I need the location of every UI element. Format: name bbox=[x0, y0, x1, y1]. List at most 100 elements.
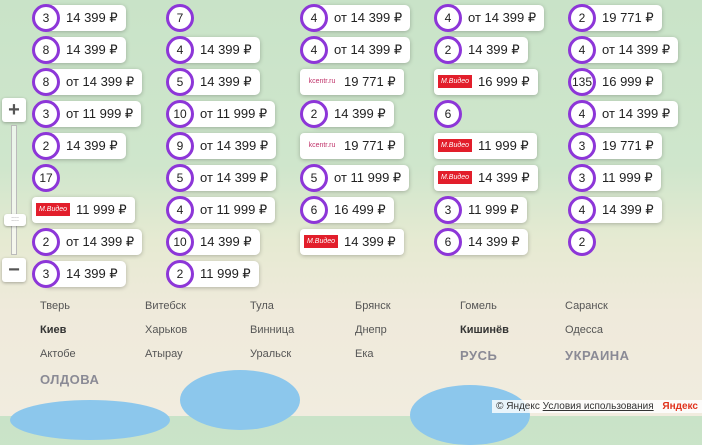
cluster-price[interactable]: от 14 399 ₽ bbox=[580, 101, 679, 127]
caspian-sea bbox=[410, 385, 530, 445]
copyright-text: © Яндекс bbox=[496, 401, 540, 412]
store-price: 14 399 ₽ bbox=[344, 234, 396, 249]
cluster-count[interactable]: 2 bbox=[434, 36, 462, 64]
yandex-logo[interactable]: Яндекс bbox=[662, 401, 698, 412]
cluster-count[interactable]: 4 bbox=[568, 100, 596, 128]
cluster-count[interactable]: 3 bbox=[32, 260, 60, 288]
black-sea bbox=[10, 400, 170, 440]
city-label: Уральск bbox=[250, 348, 292, 360]
store-price-marker[interactable]: М.Видео 11 999 ₽ bbox=[434, 133, 537, 159]
city-label: Кишинёв bbox=[460, 324, 509, 336]
mvideo-logo: М.Видео bbox=[438, 75, 472, 88]
country-label: РУСЬ bbox=[460, 348, 498, 363]
city-label: Саранск bbox=[565, 300, 608, 312]
cluster-count[interactable]: 6 bbox=[434, 100, 462, 128]
cluster-price[interactable]: от 14 399 ₽ bbox=[178, 165, 277, 191]
cluster-count[interactable]: 3 bbox=[568, 164, 596, 192]
cluster-count[interactable]: 3 bbox=[32, 4, 60, 32]
cluster-count[interactable]: 2 bbox=[166, 260, 194, 288]
cluster-price[interactable]: от 14 399 ₽ bbox=[312, 5, 411, 31]
city-label: Ека bbox=[355, 348, 374, 360]
cluster-count[interactable]: 6 bbox=[434, 228, 462, 256]
cluster-price[interactable]: от 11 999 ₽ bbox=[44, 101, 142, 127]
cluster-count[interactable]: 10 bbox=[166, 228, 194, 256]
store-price-marker[interactable]: М.Видео 14 399 ₽ bbox=[300, 229, 404, 255]
cluster-count[interactable]: 9 bbox=[166, 132, 194, 160]
cluster-count[interactable]: 4 bbox=[568, 196, 596, 224]
mvideo-logo: М.Видео bbox=[36, 203, 70, 216]
cluster-price[interactable]: от 14 399 ₽ bbox=[446, 5, 545, 31]
cluster-count[interactable]: 4 bbox=[568, 36, 596, 64]
city-label: Киев bbox=[40, 324, 67, 336]
cluster-count[interactable]: 6 bbox=[300, 196, 328, 224]
map-copyright: © Яндекс Условия использования Яндекс bbox=[492, 400, 702, 413]
cluster-price[interactable]: от 14 399 ₽ bbox=[44, 69, 143, 95]
city-label: Тверь bbox=[40, 300, 70, 312]
city-label: Харьков bbox=[145, 324, 188, 336]
cluster-count[interactable]: 4 bbox=[300, 36, 328, 64]
cluster-count[interactable]: 4 bbox=[434, 4, 462, 32]
store-price: 19 771 ₽ bbox=[344, 138, 396, 153]
zoom-slider-handle[interactable]: :::: bbox=[4, 214, 26, 226]
cluster-count[interactable]: 3 bbox=[434, 196, 462, 224]
city-label: Гомель bbox=[460, 300, 497, 312]
cluster-count[interactable]: 2 bbox=[568, 4, 596, 32]
city-label: Актобе bbox=[40, 348, 76, 360]
city-label: Атырау bbox=[145, 348, 183, 360]
kcentr-logo: kcentr.ru bbox=[308, 78, 336, 85]
cluster-count[interactable]: 3 bbox=[568, 132, 596, 160]
store-price: 16 999 ₽ bbox=[478, 74, 530, 89]
cluster-count[interactable]: 7 bbox=[166, 4, 194, 32]
cluster-count[interactable]: 10 bbox=[166, 100, 194, 128]
city-label: Винница bbox=[250, 324, 295, 336]
cluster-count[interactable]: 17 bbox=[32, 164, 60, 192]
store-price: 11 999 ₽ bbox=[478, 138, 529, 153]
cluster-count[interactable]: 3 bbox=[32, 100, 60, 128]
cluster-count[interactable]: 135 bbox=[568, 68, 596, 96]
mvideo-logo: М.Видео bbox=[438, 171, 472, 184]
cluster-count[interactable]: 8 bbox=[32, 68, 60, 96]
cluster-price[interactable]: от 11 999 ₽ bbox=[312, 165, 410, 191]
store-price-marker[interactable]: kcentr.ru 19 771 ₽ bbox=[300, 133, 404, 159]
store-price-marker[interactable]: М.Видео 16 999 ₽ bbox=[434, 69, 538, 95]
store-price-marker[interactable]: М.Видео 14 399 ₽ bbox=[434, 165, 538, 191]
cluster-count[interactable]: 5 bbox=[300, 164, 328, 192]
cluster-count[interactable]: 2 bbox=[32, 132, 60, 160]
city-label: Одесса bbox=[565, 324, 603, 336]
cluster-count[interactable]: 5 bbox=[166, 164, 194, 192]
country-label: УКРАИНА bbox=[565, 348, 630, 363]
store-price: 11 999 ₽ bbox=[76, 202, 127, 217]
cluster-price[interactable]: от 14 399 ₽ bbox=[44, 229, 143, 255]
zoom-in-button[interactable]: + bbox=[2, 98, 26, 122]
cluster-price[interactable]: от 14 399 ₽ bbox=[312, 37, 411, 63]
cluster-count[interactable]: 5 bbox=[166, 68, 194, 96]
city-label: Брянск bbox=[355, 300, 391, 312]
store-price: 14 399 ₽ bbox=[478, 170, 530, 185]
cluster-count[interactable]: 2 bbox=[568, 228, 596, 256]
kcentr-logo: kcentr.ru bbox=[308, 142, 336, 149]
city-label: Тула bbox=[250, 300, 274, 312]
cluster-price[interactable]: от 14 399 ₽ bbox=[580, 37, 679, 63]
cluster-count[interactable]: 4 bbox=[300, 4, 328, 32]
cluster-price[interactable]: от 11 999 ₽ bbox=[178, 197, 276, 223]
store-price-marker[interactable]: kcentr.ru 19 771 ₽ bbox=[300, 69, 404, 95]
terms-link[interactable]: Условия использования bbox=[542, 401, 654, 412]
store-price-marker[interactable]: М.Видео 11 999 ₽ bbox=[32, 197, 135, 223]
cluster-count[interactable]: 4 bbox=[166, 196, 194, 224]
sea-of-azov bbox=[180, 370, 300, 430]
city-label: Витебск bbox=[145, 300, 186, 312]
country-label: ОЛДОВА bbox=[40, 372, 100, 387]
store-price: 19 771 ₽ bbox=[344, 74, 396, 89]
city-label: Днепр bbox=[355, 324, 387, 336]
mvideo-logo: М.Видео bbox=[304, 235, 338, 248]
cluster-price[interactable]: от 11 999 ₽ bbox=[178, 101, 276, 127]
cluster-count[interactable]: 4 bbox=[166, 36, 194, 64]
cluster-count[interactable]: 8 bbox=[32, 36, 60, 64]
mvideo-logo: М.Видео bbox=[438, 139, 472, 152]
zoom-slider[interactable] bbox=[11, 125, 17, 255]
cluster-count[interactable]: 2 bbox=[300, 100, 328, 128]
cluster-count[interactable]: 2 bbox=[32, 228, 60, 256]
cluster-price[interactable]: от 14 399 ₽ bbox=[178, 133, 277, 159]
zoom-out-button[interactable]: − bbox=[2, 258, 26, 282]
